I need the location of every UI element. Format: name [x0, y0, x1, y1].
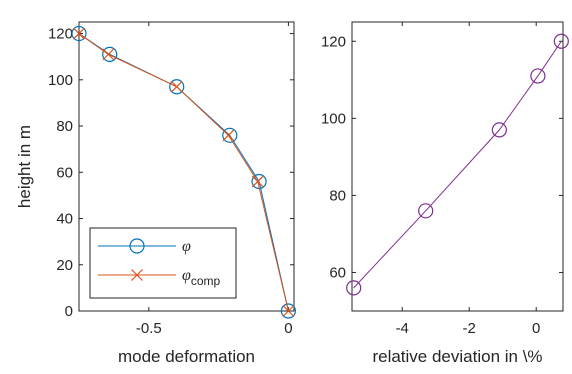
- left-x-tick-label: 0: [284, 320, 292, 337]
- legend-marker-phi-comp: [131, 269, 143, 281]
- right-y-tick-label: 60: [329, 264, 346, 281]
- left-series-0-point: [280, 303, 297, 319]
- legend-entry-phi-comp: φcomp: [182, 267, 221, 288]
- left-y-tick-label: 100: [48, 72, 73, 89]
- right-series-0-point: [418, 203, 434, 219]
- legend-marker-point: [131, 269, 143, 281]
- right-y-tick-label: 120: [321, 33, 346, 50]
- legend-marker-point: [129, 238, 145, 254]
- left-y-tick-label: 60: [56, 164, 73, 181]
- right-x-tick-label: -2: [463, 320, 476, 337]
- left-series-1-point: [102, 48, 115, 61]
- left-series-0-point: [102, 46, 118, 62]
- left-series-1-point: [251, 175, 264, 188]
- left-series-1-point: [73, 27, 85, 40]
- right-series-0-point: [530, 68, 546, 84]
- legend-entry-phi: φ: [182, 238, 191, 255]
- left-series-0-point: [71, 25, 87, 42]
- left-x-axis-label: mode deformation: [118, 347, 255, 366]
- right-x-tick-label: -4: [396, 320, 409, 337]
- right-ticks: -4 -2 0 60 80 100 120: [321, 22, 563, 337]
- right-series-0-point: [346, 280, 362, 296]
- right-axes-box: [351, 21, 564, 312]
- legend-entry-phi-name: φ: [182, 238, 191, 255]
- left-series-1-point: [282, 305, 295, 317]
- right-x-tick-label: 0: [532, 320, 540, 337]
- left-series: [71, 25, 297, 319]
- left-ticks: -0.5 0 0 20 40 60 80 100 120: [48, 22, 294, 337]
- right-series: [346, 33, 569, 296]
- right-y-tick-label: 80: [329, 187, 346, 204]
- left-series-1-point: [170, 80, 183, 93]
- right-chart-panel: -4 -2 0 60 80 100 120 relative deviation in \%: [321, 21, 569, 366]
- legend-entry-phi-comp-name: φ: [182, 267, 191, 284]
- right-series-0-point: [491, 122, 507, 138]
- left-y-tick-label: 80: [56, 118, 73, 135]
- legend-box: [89, 227, 237, 299]
- left-y-tick-label: 40: [56, 211, 73, 228]
- left-y-tick-label: 120: [48, 26, 73, 43]
- left-series-1-line: [78, 33, 289, 312]
- right-y-tick-label: 100: [321, 110, 346, 127]
- right-series-0-point: [553, 33, 569, 49]
- left-series-0-point: [222, 127, 238, 143]
- legend: φ φcomp: [89, 227, 237, 299]
- left-y-tick-label: 20: [56, 257, 73, 274]
- right-x-axis-label: relative deviation in \%: [372, 347, 542, 366]
- left-x-tick-label: -0.5: [136, 320, 162, 337]
- left-y-axis-label: height in m: [15, 125, 34, 208]
- legend-entry-phi-comp-subscript: comp: [191, 274, 221, 288]
- left-chart-panel: -0.5 0 0 20 40 60 80 100 120 mode deformation he…: [15, 21, 297, 366]
- legend-marker-phi: [129, 238, 145, 254]
- left-y-tick-label: 0: [65, 303, 73, 320]
- left-axes-box: [78, 21, 295, 312]
- left-series-1-point: [222, 129, 235, 142]
- left-series-0-point: [169, 79, 185, 95]
- right-series-0-line: [353, 40, 562, 289]
